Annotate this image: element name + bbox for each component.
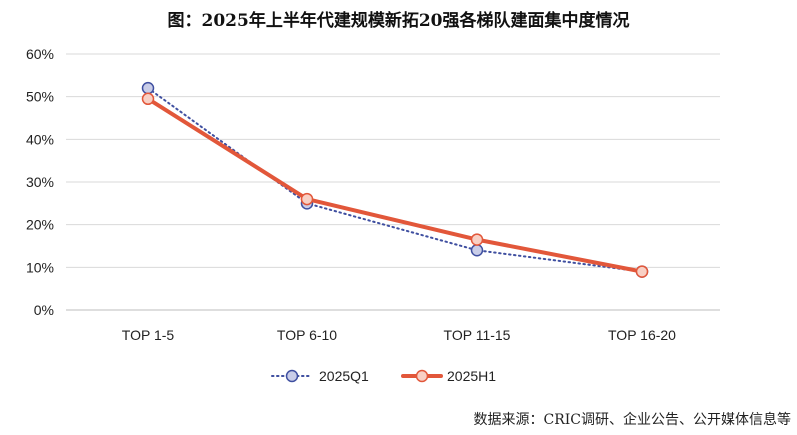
x-tick-label: TOP 1-5 <box>122 327 175 343</box>
legend: 2025Q1 2025H1 <box>271 368 496 384</box>
legend-marker-2025Q1 <box>285 369 299 383</box>
legend-marker-2025H1 <box>415 369 429 383</box>
x-tick-label: TOP 6-10 <box>277 327 337 343</box>
gridlines <box>66 53 720 311</box>
y-tick-label: 10% <box>26 259 54 275</box>
y-tick-label: 30% <box>26 174 54 190</box>
y-tick-label: 40% <box>26 131 54 147</box>
data-point-2025H1 <box>300 192 314 206</box>
series-line-2025H1 <box>146 96 644 274</box>
data-point-2025Q1 <box>141 81 155 95</box>
data-point-2025H1 <box>470 233 484 246</box>
legend-label-2025H1: 2025H1 <box>447 368 496 384</box>
data-point-2025Q1 <box>470 244 484 257</box>
chart-title: 图：2025年上半年代建规模新拓20强各梯队建面集中度情况 <box>167 11 630 31</box>
data-point-2025H1 <box>141 92 155 106</box>
series-line-2025Q1 <box>147 87 643 273</box>
y-axis-ticks: 0% 10% 20% 30% 40% 50% 60% <box>26 46 54 318</box>
data-point-2025H1 <box>635 265 649 278</box>
source-note: 数据来源：CRIC调研、企业公告、公开媒体信息等 <box>473 412 792 428</box>
y-tick-label: 60% <box>26 46 54 62</box>
x-tick-label: TOP 16-20 <box>608 327 676 343</box>
y-tick-label: 50% <box>26 89 54 105</box>
x-tick-label: TOP 11-15 <box>444 327 511 343</box>
y-tick-label: 20% <box>26 217 54 233</box>
series-layer <box>141 81 649 278</box>
y-tick-label: 0% <box>34 302 54 318</box>
legend-label-2025Q1: 2025Q1 <box>319 368 369 384</box>
x-axis-ticks: TOP 1-5 TOP 6-10 TOP 11-15 TOP 16-20 <box>122 327 676 343</box>
